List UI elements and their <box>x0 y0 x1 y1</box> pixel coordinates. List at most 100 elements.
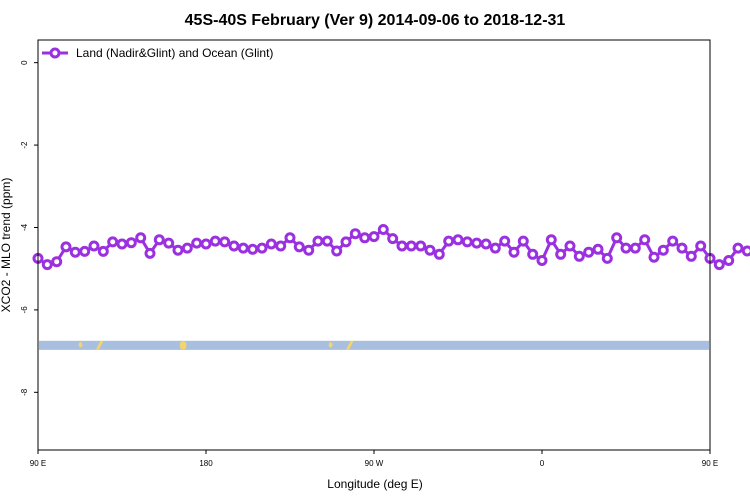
data-point <box>368 231 380 243</box>
data-point <box>275 240 287 252</box>
data-point <box>88 240 100 252</box>
land-segment <box>95 340 104 350</box>
data-point <box>415 240 427 252</box>
land-segment <box>78 342 83 348</box>
y-axis-label: XCO2 - MLO trend (ppm) <box>0 178 13 313</box>
data-point <box>321 235 333 247</box>
data-point <box>247 243 259 255</box>
y-tick-label: -4 <box>20 223 29 231</box>
data-point <box>489 242 501 254</box>
data-point <box>443 235 455 247</box>
y-tick-label: -2 <box>20 141 29 149</box>
data-point <box>611 232 623 244</box>
data-point <box>536 255 548 266</box>
chart-title: 45S-40S February (Ver 9) 2014-09-06 to 2… <box>185 12 566 29</box>
legend-marker-swatch <box>49 47 61 59</box>
data-point <box>433 248 445 260</box>
data-point <box>723 255 735 266</box>
data-point <box>396 240 408 252</box>
data-point <box>508 246 520 258</box>
y-tick-label: -8 <box>20 388 29 396</box>
data-point <box>452 234 464 246</box>
data-point <box>116 238 128 250</box>
data-point <box>695 240 707 252</box>
data-point <box>340 236 352 248</box>
data-point <box>51 256 63 268</box>
data-point <box>527 248 539 260</box>
data-point <box>172 244 184 256</box>
data-point <box>564 240 576 252</box>
y-tick-label: -6 <box>20 306 29 314</box>
x-axis-label: Longitude (deg E) <box>327 477 422 491</box>
data-point <box>685 250 697 262</box>
data-point <box>648 251 660 263</box>
data-point <box>592 243 604 255</box>
data-point <box>405 240 417 252</box>
data-point <box>60 241 72 253</box>
data-point <box>657 244 669 256</box>
data-point <box>125 237 137 249</box>
land-segment <box>179 341 187 350</box>
data-point <box>377 224 389 235</box>
data-point <box>555 248 567 260</box>
data-point <box>69 246 81 258</box>
legend: Land (Nadir&Glint) and Ocean (Glint) <box>42 46 273 60</box>
data-point <box>331 245 343 257</box>
data-point <box>181 242 193 254</box>
data-point <box>209 235 221 247</box>
data-point <box>471 237 483 249</box>
data-point <box>424 244 436 256</box>
land-segment <box>328 342 333 348</box>
data-point <box>499 235 511 247</box>
data-point <box>601 252 613 264</box>
data-point <box>163 237 175 249</box>
data-point <box>107 236 119 248</box>
data-point <box>144 247 156 259</box>
data-point <box>359 232 371 244</box>
x-tick-label: 90 W <box>365 459 384 468</box>
data-point <box>228 240 240 252</box>
data-point <box>284 232 296 244</box>
data-point <box>293 241 305 253</box>
data-point <box>517 235 529 247</box>
series-layer <box>32 224 750 271</box>
data-point <box>639 234 651 246</box>
data-point <box>573 250 585 262</box>
data-point <box>732 242 744 254</box>
data-point <box>545 234 557 246</box>
x-tick-label: 0 <box>540 459 545 468</box>
data-point <box>713 259 725 271</box>
data-point <box>200 238 212 250</box>
data-point <box>256 242 268 254</box>
y-axis: 0 -2 -4 -6 -8 <box>20 60 38 396</box>
x-axis: 90 E 180 90 W 0 90 E <box>30 450 718 468</box>
data-point <box>79 245 91 257</box>
data-point <box>387 233 399 245</box>
x-tick-label: 180 <box>199 459 213 468</box>
data-point <box>219 236 231 248</box>
data-point <box>41 259 53 271</box>
legend-entry-label: Land (Nadir&Glint) and Ocean (Glint) <box>76 46 273 60</box>
y-tick-label: 0 <box>20 60 29 65</box>
x-tick-label: 90 E <box>30 459 46 468</box>
data-point <box>667 235 679 247</box>
land-ocean-band <box>39 340 709 350</box>
data-point <box>620 242 632 254</box>
data-point <box>153 234 165 246</box>
data-point <box>191 237 203 249</box>
data-point <box>676 242 688 254</box>
x-tick-label: 90 E <box>702 459 718 468</box>
data-point <box>741 245 750 257</box>
data-point <box>629 242 641 254</box>
data-point <box>312 235 324 247</box>
data-point <box>237 242 249 254</box>
data-point <box>480 238 492 250</box>
data-point <box>461 236 473 248</box>
ocean-band <box>39 340 709 350</box>
data-point <box>265 238 277 250</box>
data-point <box>303 244 315 256</box>
land-segment <box>346 340 354 350</box>
data-point <box>97 245 109 257</box>
data-point <box>135 232 147 244</box>
